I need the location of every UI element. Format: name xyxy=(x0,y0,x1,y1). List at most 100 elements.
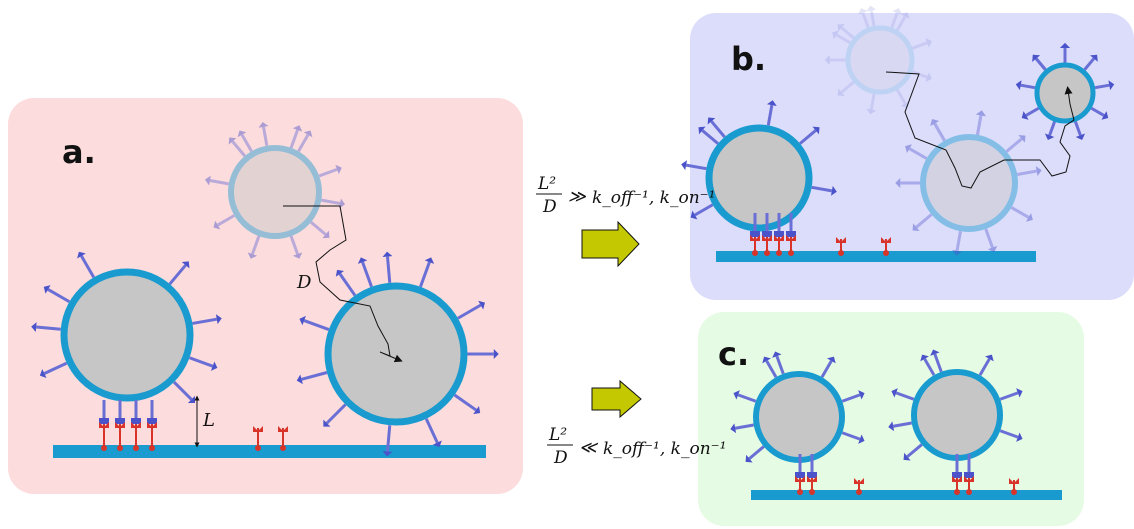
ligand-stalk xyxy=(999,391,1019,401)
ligand-stalk xyxy=(908,147,928,160)
ligand-stalk xyxy=(262,126,269,146)
ligand-head xyxy=(707,117,716,125)
ligand-head xyxy=(698,126,706,135)
ligand-stalk xyxy=(301,371,328,381)
ligand-head xyxy=(77,251,86,259)
ligand-head xyxy=(493,349,499,359)
ligand-stalk xyxy=(217,214,236,227)
arrow-to-c xyxy=(591,379,642,419)
svg-text:k_off⁻¹, k_on⁻¹: k_off⁻¹, k_on⁻¹ xyxy=(603,439,726,459)
ligand-head xyxy=(1016,432,1023,442)
ligand-head xyxy=(323,419,331,427)
svg-text:≫: ≫ xyxy=(568,187,587,207)
panel-b-label: b. xyxy=(731,40,766,78)
condition-fast: L² D ≫ k_off⁻¹, k_on⁻¹ xyxy=(536,174,715,217)
ligand-head xyxy=(900,12,910,19)
ligand-stalk xyxy=(933,122,946,142)
ligand-head xyxy=(925,38,932,48)
receptor-bound xyxy=(774,213,784,256)
ligand-head xyxy=(827,356,836,364)
ligand-head xyxy=(43,285,51,294)
ligand-stalk xyxy=(1094,83,1110,90)
receptor-free xyxy=(836,237,846,256)
ligand-head xyxy=(892,8,902,15)
ligand-head xyxy=(39,368,47,379)
ligand-stalk xyxy=(737,393,757,403)
ligand-head xyxy=(905,144,912,153)
svg-text:≪: ≪ xyxy=(579,438,599,458)
ligand-head xyxy=(478,300,485,310)
receptor-bound xyxy=(147,400,157,451)
ligand-head xyxy=(1060,43,1070,49)
ligand-head xyxy=(837,88,845,97)
ligand-stalk xyxy=(799,129,817,145)
ligand-stalk xyxy=(835,33,851,45)
ligand-head xyxy=(473,405,481,415)
ligand-stalk xyxy=(250,235,261,255)
ligand-stalk xyxy=(841,393,861,403)
receptor-bound xyxy=(115,400,125,451)
ligand-stalk xyxy=(289,235,300,255)
ligand-head xyxy=(858,434,865,444)
distance-label: L xyxy=(202,410,215,431)
ligand-stalk xyxy=(80,255,96,279)
ligand-head xyxy=(690,210,698,220)
particle-membrane xyxy=(845,25,915,95)
particle-a-free xyxy=(296,251,499,457)
ligand-stalk xyxy=(840,81,855,94)
ligand-head xyxy=(866,108,877,115)
ligand-stalk xyxy=(869,93,876,110)
ligand-head xyxy=(891,388,898,398)
ligand-head xyxy=(382,251,393,258)
ligand-stalk xyxy=(424,418,439,444)
ligand-head xyxy=(681,160,687,171)
particle-a-ghost xyxy=(204,121,346,259)
ligand-stalk xyxy=(820,360,833,378)
ligand-head xyxy=(888,421,895,432)
ligand-stalk xyxy=(43,361,68,375)
ligand-head xyxy=(858,390,865,400)
panel-a-label: a. xyxy=(62,133,96,171)
particle-membrane xyxy=(705,124,813,232)
ligand-stalk xyxy=(303,319,330,331)
ligand-stalk xyxy=(811,185,833,193)
ligand-head xyxy=(31,322,37,333)
ligand-head xyxy=(976,110,986,117)
ligand-stalk xyxy=(685,163,707,171)
ligand-stalk xyxy=(209,179,229,186)
receptor-bound xyxy=(964,454,974,495)
receptor-bound xyxy=(952,454,962,495)
ligand-stalk xyxy=(933,353,943,373)
ligand-head xyxy=(952,249,962,256)
ligand-head xyxy=(1044,133,1055,140)
ligand-stalk xyxy=(701,129,719,145)
diffusion-label: D xyxy=(296,272,312,293)
ligand-head xyxy=(335,269,345,277)
ligand-head xyxy=(925,72,932,82)
ligand-stalk xyxy=(999,429,1019,439)
ligand-head xyxy=(930,119,939,126)
ligand-stalk xyxy=(765,360,778,378)
ligand-head xyxy=(1015,80,1022,91)
receptor-bound xyxy=(795,454,805,495)
ligand-stalk xyxy=(168,264,187,286)
ligand-head xyxy=(210,361,218,371)
ligand-stalk xyxy=(955,230,962,251)
ligand-stalk xyxy=(1048,121,1056,136)
ligand-head xyxy=(1026,213,1033,222)
ligand-head xyxy=(824,55,830,65)
ligand-stalk xyxy=(841,431,861,441)
ligand-stalk xyxy=(172,380,193,401)
ligand-head xyxy=(745,454,753,463)
ligand-stalk xyxy=(1010,206,1030,219)
ligand-head xyxy=(930,119,939,126)
particle-c-right xyxy=(888,349,1023,461)
ligand-head xyxy=(1018,134,1026,143)
ligand-stalk xyxy=(453,393,477,412)
ligand-head xyxy=(832,30,839,40)
ligand-head xyxy=(237,130,247,138)
ligand-head xyxy=(1090,54,1098,62)
ligand-head xyxy=(296,374,303,385)
ligand-stalk xyxy=(915,213,933,229)
ligand-head xyxy=(912,223,920,232)
